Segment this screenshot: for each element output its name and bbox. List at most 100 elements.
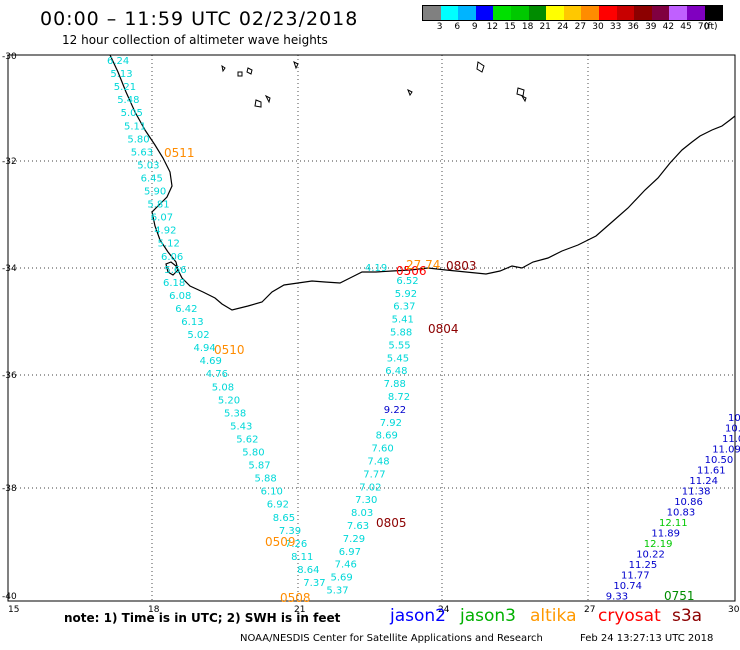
lon-tick-label: 15 (8, 605, 19, 615)
wave-height-value: 5.45 (387, 353, 409, 364)
wave-height-value: 4.76 (206, 369, 228, 380)
lon-tick-label: 24 (438, 605, 450, 615)
wave-height-value: 8.72 (388, 392, 410, 403)
legend-swatch (704, 6, 723, 20)
legend-label: 39 (645, 22, 657, 32)
pass-label: 0509 (265, 535, 296, 549)
wave-height-value: 11.25 (629, 560, 658, 571)
wave-height-value: 5.21 (114, 82, 136, 93)
wave-height-value: 4.19 (365, 263, 387, 274)
lon-tick-label: 21 (294, 605, 305, 615)
wave-height-value: 7.39 (279, 526, 301, 537)
wave-height-value: 4.69 (200, 356, 222, 367)
pass-label: 27.74 (406, 258, 440, 272)
wave-height-value: 6.37 (393, 302, 415, 313)
lon-tick-label: 30 (728, 605, 740, 615)
wave-height-value: 10.74 (613, 581, 642, 592)
wave-height-value: 7.02 (359, 482, 381, 493)
wave-height-value: 11.09 (712, 445, 740, 456)
legend-label: 27 (574, 22, 587, 32)
wave-height-value: 5.66 (164, 265, 186, 276)
wave-height-value: 8.11 (291, 552, 313, 563)
pass-label: 0751 (664, 589, 695, 603)
wave-height-value: 4.92 (154, 226, 176, 237)
map-frame (7, 54, 736, 602)
legend-swatch (510, 6, 529, 20)
legend-label: 30 (592, 22, 604, 32)
legend-label: 21 (539, 22, 551, 32)
wave-height-value: 6.10 (261, 487, 283, 498)
coastline (109, 54, 736, 311)
wave-height-value: 5.87 (248, 461, 270, 472)
wave-height-value: 6.97 (339, 547, 361, 558)
wave-height-value: 10. (725, 424, 740, 435)
wave-height-value: 5.05 (121, 108, 143, 119)
legend-swatch (475, 6, 494, 20)
wave-height-value: 7.29 (343, 534, 365, 545)
wave-height-value: 7.92 (380, 418, 402, 429)
wave-height-value: 11.24 (689, 476, 718, 487)
wave-height-value: 5.38 (224, 408, 246, 419)
wave-height-value: 7.30 (355, 495, 377, 506)
page-title: 00:00 – 11:59 UTC 02/23/2018 (40, 8, 359, 30)
wave-height-value: 11.77 (621, 571, 650, 582)
wave-height-value: 8.69 (376, 431, 398, 442)
legend-label: 33 (609, 22, 622, 32)
wave-height-value: 6.48 (385, 366, 407, 377)
legend-swatch (669, 6, 687, 20)
pass-label: 0510 (214, 343, 245, 357)
legend-swatch (634, 6, 652, 20)
wave-height-value: 7.63 (347, 521, 369, 532)
legend-swatch (423, 6, 441, 20)
pass-label: 0805 (376, 516, 407, 530)
wave-height-value: 5.12 (158, 239, 180, 250)
lat-tick-label: -30 (2, 52, 17, 62)
wave-height-value: 5.63 (131, 147, 153, 158)
wave-height-value: 6.18 (163, 278, 185, 289)
page-subtitle: 12 hour collection of altimeter wave hei… (62, 33, 328, 47)
lon-tick-label: 27 (584, 605, 595, 615)
wave-height-value: 7.26 (285, 539, 307, 550)
wave-height-value: 7.60 (372, 444, 394, 455)
satellite-legend-item: jason2 (390, 606, 446, 626)
wave-height-value: 9.22 (384, 405, 406, 416)
wave-height-value: 6.13 (181, 317, 203, 328)
wave-height-value: 6.07 (151, 213, 173, 224)
wave-height-value: 5.90 (144, 187, 166, 198)
legend-label: 6 (454, 22, 461, 32)
footer-timestamp: Feb 24 13:27:13 UTC 2018 (580, 633, 714, 644)
wave-height-value: 5.11 (124, 121, 146, 132)
wave-height-value: 10 (728, 413, 740, 424)
legend-swatch (493, 6, 511, 20)
wave-height-value: 5.80 (242, 448, 264, 459)
legend-swatch (440, 6, 459, 20)
wave-height-value: 6.92 (267, 500, 289, 511)
legend-label: 9 (471, 22, 478, 32)
legend-label: 36 (627, 22, 639, 32)
legend-label: 15 (504, 22, 516, 32)
satellite-legend-item: s3a (672, 606, 703, 626)
legend-label: 12 (486, 22, 499, 32)
legend-label: 3 (436, 22, 443, 32)
wave-height-value: 10.83 (667, 508, 696, 519)
pass-label: 0511 (164, 146, 195, 160)
pass-label: 0804 (428, 322, 459, 336)
wave-height-value: 9.33 (606, 592, 628, 603)
wave-height-tracks: 6.24 5.13 5.21 5.48 5.05 5.11 5.80 5.63 5.03 6.45… (107, 56, 740, 603)
pass-label: 0803 (446, 259, 477, 273)
legend-unit: (ft) (704, 22, 718, 32)
wave-height-value: 6.45 (141, 173, 163, 184)
wave-height-value: 6.08 (169, 291, 191, 302)
satellite-legend-item: cryosat (598, 606, 661, 626)
legend-swatch (528, 6, 547, 20)
wave-height-value: 11.0 (722, 434, 740, 445)
wave-height-value: 5.08 (212, 382, 234, 393)
wave-height-value: 6.06 (161, 252, 183, 263)
legend-swatch (598, 6, 617, 20)
lon-tick-label: 18 (148, 605, 160, 615)
legend-swatch (563, 6, 582, 20)
wave-height-value: 12.19 (644, 539, 673, 550)
